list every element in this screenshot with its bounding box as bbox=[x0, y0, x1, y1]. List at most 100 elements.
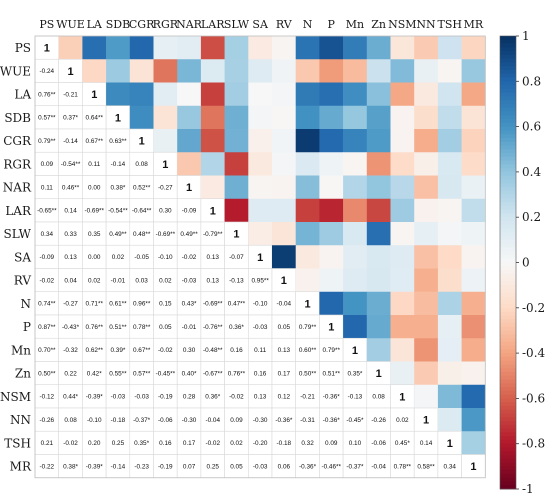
cell-value: -0.37* bbox=[346, 463, 364, 470]
cell-LAR-Zn bbox=[366, 198, 391, 223]
cell-value: 0.08 bbox=[372, 394, 385, 401]
column-label-PS: PS bbox=[39, 18, 54, 31]
cell-RV-Mn bbox=[343, 268, 368, 293]
cell-WUE-NSM bbox=[390, 59, 415, 83]
colorbar-segment bbox=[500, 466, 516, 471]
cell-value: 0.40* bbox=[182, 370, 197, 377]
cell-value: -0.36* bbox=[275, 417, 293, 424]
colorbar-segment bbox=[500, 160, 516, 165]
colorbar-segment bbox=[500, 349, 516, 354]
cell-value: -0.18 bbox=[277, 440, 292, 447]
cell-value: 0.16 bbox=[230, 347, 243, 354]
colorbar-segment bbox=[500, 326, 516, 331]
cell-value: -0.64** bbox=[132, 208, 152, 215]
cell-CGR-RV bbox=[272, 129, 296, 153]
cell-WUE-Mn bbox=[343, 59, 368, 83]
colorbar-segment bbox=[500, 424, 516, 429]
cell-Zn-NN bbox=[414, 361, 439, 386]
colorbar-tick-label: 0.4 bbox=[522, 165, 541, 179]
cell-value: -0.27 bbox=[63, 301, 78, 308]
cell-value: -0.31 bbox=[300, 417, 315, 424]
colorbar-segment bbox=[500, 356, 516, 362]
cell-value: 0.79** bbox=[38, 138, 56, 145]
column-label-Zn: Zn bbox=[371, 18, 386, 31]
cell-value: 0.20 bbox=[88, 440, 101, 447]
cell-value: 0.11 bbox=[41, 184, 53, 191]
cell-PS-Mn bbox=[343, 36, 368, 60]
cell-SA-N bbox=[295, 245, 320, 269]
diagonal-value: 1 bbox=[304, 298, 310, 310]
colorbar-segment bbox=[500, 402, 516, 407]
cell-LA-TSH bbox=[437, 82, 462, 107]
row-label-LA: LA bbox=[14, 88, 31, 102]
cell-RV-NN bbox=[414, 268, 439, 293]
column-label-MR: MR bbox=[464, 18, 484, 31]
colorbar-segment bbox=[500, 217, 516, 222]
colorbar-segment bbox=[500, 100, 516, 105]
colorbar-segment bbox=[500, 364, 516, 369]
cell-value: 0.44* bbox=[63, 394, 78, 401]
cell-RGR-SLW bbox=[224, 152, 249, 176]
cell-value: 0.17 bbox=[183, 440, 196, 447]
cell-CGR-N bbox=[295, 129, 320, 153]
cell-value: -0.03 bbox=[182, 277, 197, 284]
diagonal-value: 1 bbox=[257, 252, 263, 264]
colorbar-segment bbox=[500, 413, 516, 418]
cell-value: 0.02 bbox=[396, 417, 409, 424]
column-label-NSM: NSM bbox=[388, 18, 416, 31]
colorbar-segment bbox=[500, 311, 516, 316]
row-label-Zn: Zn bbox=[15, 367, 31, 381]
cell-NAR-Zn bbox=[366, 175, 391, 200]
cell-value: -0.14 bbox=[111, 463, 126, 470]
cell-value: 0.43* bbox=[182, 301, 197, 308]
cell-SDB-Zn bbox=[366, 105, 391, 130]
colorbar-tick-label: -0.4 bbox=[522, 346, 546, 360]
cell-value: 0.78** bbox=[133, 324, 151, 331]
cell-SDB-TSH bbox=[437, 105, 462, 130]
cell-P-Mn bbox=[343, 315, 368, 339]
colorbar-segment bbox=[500, 307, 516, 312]
colorbar-segment bbox=[500, 119, 516, 124]
cell-Mn-Zn bbox=[366, 338, 391, 362]
cell-SLW-P bbox=[319, 222, 344, 246]
colorbar-segment bbox=[500, 319, 516, 324]
cell-LAR-SA bbox=[248, 198, 273, 223]
cell-value: 0.30 bbox=[183, 347, 196, 354]
cell-value: 0.67** bbox=[133, 347, 151, 354]
cell-value: -0.03 bbox=[111, 394, 126, 401]
cell-value: -0.30 bbox=[253, 417, 268, 424]
cell-value: 0.35 bbox=[88, 231, 101, 238]
cell-value: 0.00 bbox=[88, 254, 101, 261]
colorbar-segment bbox=[500, 383, 516, 388]
cell-value: -0.39* bbox=[86, 463, 104, 470]
cell-WUE-SLW bbox=[224, 59, 249, 83]
cell-value: -0.21 bbox=[300, 394, 315, 401]
cell-PS-SA bbox=[248, 36, 273, 60]
cell-PS-NN bbox=[414, 36, 439, 60]
column-label-P: P bbox=[328, 18, 336, 31]
colorbar-segment bbox=[500, 428, 516, 433]
cell-value: 0.96** bbox=[133, 301, 151, 308]
cell-SDB-Mn bbox=[343, 105, 368, 130]
cell-value: 0.28 bbox=[183, 394, 196, 401]
cell-value: 0.14 bbox=[64, 208, 77, 215]
cell-PS-LA bbox=[82, 36, 107, 60]
cell-value: 0.36* bbox=[229, 324, 244, 331]
cell-SA-TSH bbox=[437, 245, 462, 269]
cell-P-Zn bbox=[366, 315, 391, 339]
colorbar-segment bbox=[500, 470, 516, 475]
cell-SLW-MR bbox=[461, 222, 486, 246]
colorbar-segment bbox=[500, 183, 516, 188]
cell-value: 0.05 bbox=[159, 324, 172, 331]
diagonal-value: 1 bbox=[186, 182, 192, 194]
colorbar-segment bbox=[500, 322, 516, 328]
cell-RGR-Mn bbox=[343, 152, 368, 176]
colorbar-segment bbox=[500, 187, 516, 192]
cell-value: -0.06 bbox=[371, 440, 386, 447]
cell-value: 0.57** bbox=[38, 115, 56, 122]
cell-SA-RV bbox=[272, 245, 296, 269]
colorbar-segment bbox=[500, 69, 516, 75]
colorbar-segment bbox=[500, 92, 516, 97]
diagonal-value: 1 bbox=[44, 43, 50, 55]
colorbar-segment bbox=[500, 126, 516, 131]
